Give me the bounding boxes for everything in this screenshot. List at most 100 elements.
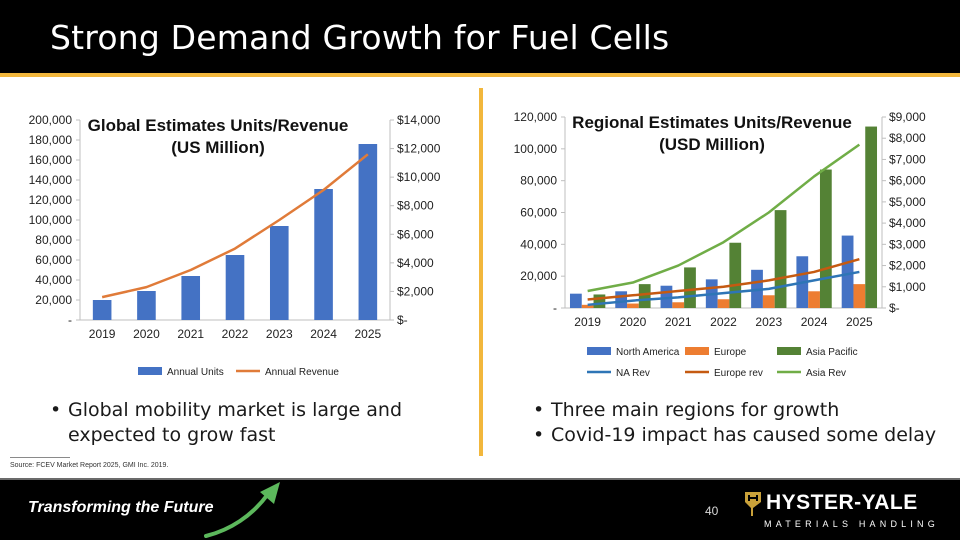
right-tick-label: $4,000	[889, 216, 926, 230]
source-note: Source: FCEV Market Report 2025, GMI Inc…	[10, 462, 169, 469]
left-tick-label: 20,000	[35, 293, 72, 307]
legend-swatch	[777, 347, 801, 355]
legend-label: NA Rev	[616, 368, 650, 379]
legend-label: Europe	[714, 347, 747, 358]
right-tick-label: $8,000	[889, 131, 926, 145]
bullet-item: Global mobility market is large and expe…	[50, 398, 430, 448]
chart-title: Global Estimates Units/Revenue	[88, 116, 349, 135]
left-bullet-list: Global mobility market is large and expe…	[50, 398, 430, 448]
bar-annual-units	[358, 144, 378, 320]
regional-estimates-chart: - 20,000 40,000 60,000 80,000 100,000 120,000 $…	[487, 98, 952, 393]
bar-north-america	[660, 285, 673, 308]
footer-rule	[0, 478, 960, 480]
legend-label: Annual Units	[167, 367, 224, 378]
left-tick-label: 60,000	[520, 206, 557, 220]
bullet-item: Three main regions for growth	[533, 398, 953, 423]
x-tick-label: 2024	[801, 315, 828, 329]
left-tick-label: 120,000	[514, 110, 558, 124]
bar-asia-pacific	[865, 126, 878, 308]
x-tick-label: 2021	[177, 327, 204, 341]
right-tick-label: $6,000	[889, 174, 926, 188]
global-estimates-svg: - 20,000 40,000 60,000 80,000 100,000 120,000 1…	[29, 113, 441, 378]
chart-title: Regional Estimates Units/Revenue	[572, 113, 852, 132]
right-tick-label: $-	[889, 301, 900, 315]
bullet-item: Covid-19 impact has caused some delay	[533, 423, 953, 448]
bar-europe	[808, 291, 820, 308]
legend-swatch	[685, 347, 709, 355]
chart-title: (US Million)	[171, 138, 264, 157]
chart-title: (USD Million)	[659, 135, 765, 154]
right-tick-label: $2,000	[397, 284, 434, 298]
right-tick-label: $3,000	[889, 237, 926, 251]
right-tick-label: $8,000	[397, 199, 434, 213]
logo-wordmark: HYSTER-YALE	[766, 491, 918, 514]
legend-label: Annual Revenue	[265, 367, 339, 378]
bar-annual-units	[181, 276, 201, 320]
right-tick-label: $4,000	[397, 256, 434, 270]
legend-label: Europe rev	[714, 368, 763, 379]
page-number: 40	[705, 504, 719, 518]
bar-annual-units	[314, 189, 333, 320]
x-tick-label: 2023	[266, 327, 293, 341]
x-tick-label: 2019	[89, 327, 116, 341]
bar-europe	[627, 303, 639, 308]
bar-north-america	[615, 291, 628, 308]
bar-asia-pacific	[819, 169, 832, 308]
left-tick-label: 160,000	[29, 153, 73, 167]
bar-europe	[853, 284, 866, 308]
growth-arrow-icon	[204, 482, 280, 538]
x-tick-label: 2025	[846, 315, 873, 329]
left-tick-label: 100,000	[29, 213, 73, 227]
title-bar: Strong Demand Growth for Fuel Cells	[0, 0, 960, 73]
left-tick-label: -	[68, 313, 72, 327]
legend-swatch	[138, 367, 162, 375]
right-tick-label: $12,000	[397, 142, 441, 156]
x-tick-label: 2024	[310, 327, 337, 341]
bar-annual-units	[269, 226, 289, 320]
footer-bar	[0, 478, 960, 540]
bar-annual-units	[92, 300, 112, 320]
x-tick-label: 2020	[133, 327, 160, 341]
bar-europe	[762, 295, 775, 308]
hyster-yale-logo-icon	[745, 492, 761, 516]
section-divider	[479, 88, 483, 456]
left-tick-label: 80,000	[35, 233, 72, 247]
right-tick-label: $10,000	[397, 170, 441, 184]
footer-tagline: Transforming the Future	[28, 499, 214, 516]
line-asia-rev	[587, 143, 861, 293]
left-tick-label: 60,000	[35, 253, 72, 267]
left-tick-label: 140,000	[29, 173, 73, 187]
left-tick-label: 200,000	[29, 113, 73, 127]
x-tick-label: 2025	[355, 327, 382, 341]
bar-asia-pacific	[593, 294, 606, 308]
line-na-rev	[587, 270, 860, 307]
right-tick-label: $1,000	[889, 280, 926, 294]
left-tick-label: 20,000	[520, 269, 557, 283]
left-tick-label: -	[553, 301, 557, 315]
x-tick-label: 2021	[665, 315, 692, 329]
left-tick-label: 80,000	[520, 174, 557, 188]
bar-north-america	[841, 235, 854, 308]
page-title: Strong Demand Growth for Fuel Cells	[50, 18, 670, 57]
right-tick-label: $2,000	[889, 259, 926, 273]
left-tick-label: 40,000	[520, 237, 557, 251]
x-tick-label: 2023	[755, 315, 782, 329]
x-tick-label: 2020	[620, 315, 647, 329]
source-rule	[10, 457, 70, 458]
left-tick-label: 120,000	[29, 193, 73, 207]
bar-europe	[717, 299, 730, 308]
bar-europe	[581, 304, 594, 308]
bar-asia-pacific	[774, 210, 787, 308]
legend-label: North America	[616, 347, 680, 358]
legend-label: Asia Rev	[806, 368, 846, 379]
bar-europe	[672, 302, 685, 308]
bar-north-america	[569, 293, 582, 308]
regional-estimates-svg: - 20,000 40,000 60,000 80,000 100,000 120,000 $…	[514, 110, 926, 379]
bar-asia-pacific	[684, 267, 696, 308]
bar-asia-pacific	[729, 242, 742, 308]
left-tick-label: 180,000	[29, 133, 73, 147]
x-tick-label: 2022	[222, 327, 249, 341]
global-estimates-chart: - 20,000 40,000 60,000 80,000 100,000 120,000 1…	[0, 98, 470, 393]
right-tick-label: $7,000	[889, 152, 926, 166]
header-accent-rule	[0, 73, 960, 77]
